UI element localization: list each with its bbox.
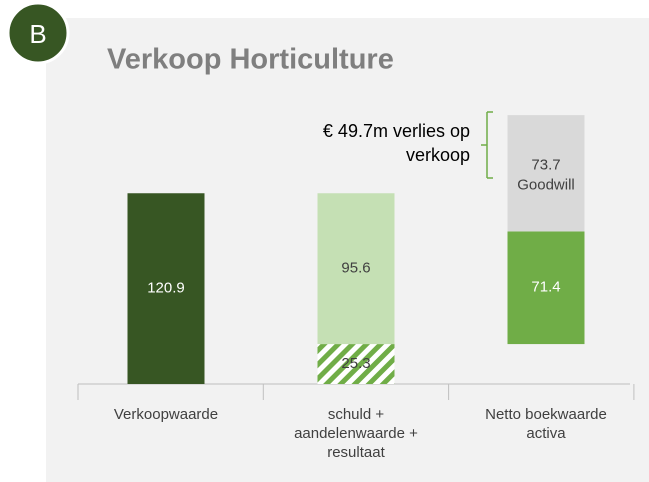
data-label: 73.7 (531, 156, 560, 173)
bar-segment (507, 231, 585, 345)
segment-name: Goodwill (517, 176, 575, 193)
x-tick-label: schuld + aandelenwaarde + resultaat (294, 406, 418, 461)
chart-title: Verkoop Horticulture (107, 44, 394, 76)
data-label: 95.6 (341, 260, 370, 277)
badge-text: B (29, 19, 46, 49)
x-tick-label: Verkoopwaarde (113, 406, 219, 423)
bar-segment (317, 193, 395, 345)
bar-segment (317, 344, 395, 384)
bar-segment (507, 115, 585, 232)
data-label: 71.4 (531, 279, 560, 296)
badge (6, 1, 70, 65)
data-label: 120.9 (147, 280, 185, 297)
data-label: 25.3 (341, 355, 370, 372)
annotation: € 49.7m verlies op verkoop (322, 121, 470, 165)
bracket (481, 111, 493, 179)
bar-segment (127, 193, 205, 384)
x-tick-label: Netto boekwaarde activa (485, 406, 607, 442)
